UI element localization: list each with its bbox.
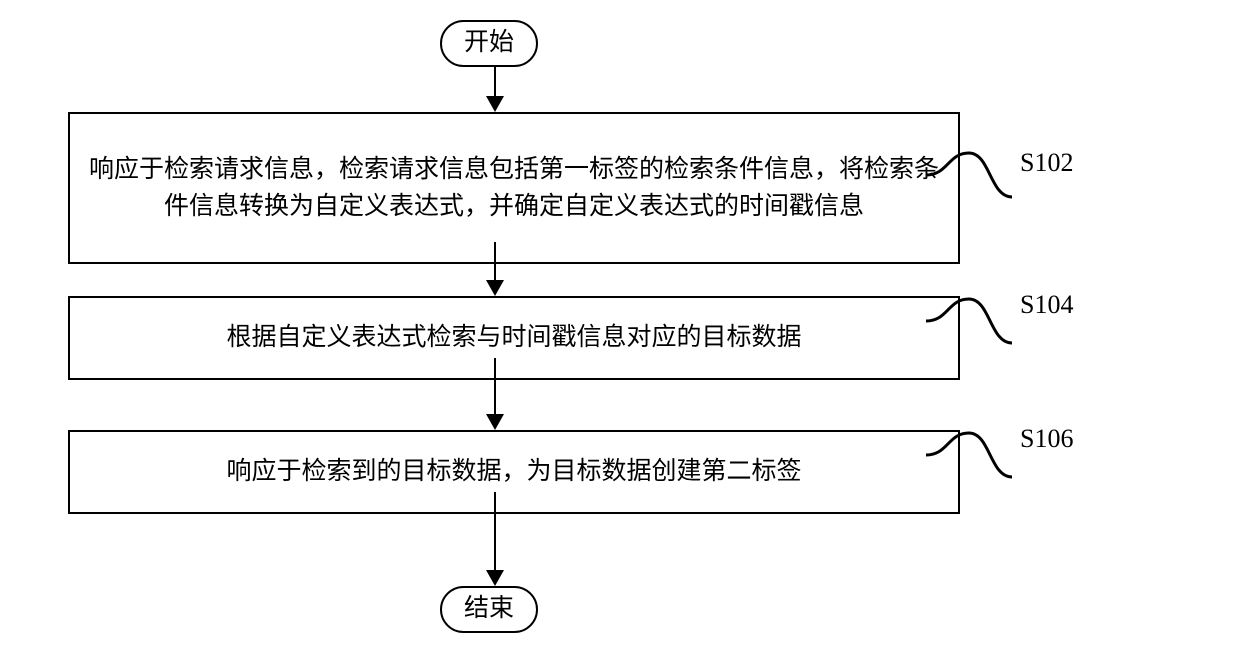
connector — [494, 492, 496, 572]
connector — [494, 66, 496, 98]
connector — [494, 242, 496, 282]
process-step-1-text: 响应于检索请求信息，检索请求信息包括第一标签的检索条件信息，将检索条件信息转换为… — [86, 151, 942, 226]
process-step-1: 响应于检索请求信息，检索请求信息包括第一标签的检索条件信息，将检索条件信息转换为… — [68, 112, 960, 264]
step-label-2-text: S104 — [1020, 290, 1073, 319]
step-label-2: S104 — [1020, 290, 1073, 320]
connector-curve — [926, 150, 1012, 200]
terminal-start: 开始 — [440, 20, 538, 67]
step-label-3-text: S106 — [1020, 424, 1073, 453]
terminal-end-label: 结束 — [464, 595, 514, 622]
arrowhead — [486, 96, 504, 112]
arrowhead — [486, 280, 504, 296]
connector — [494, 358, 496, 416]
process-step-3-text: 响应于检索到的目标数据，为目标数据创建第二标签 — [226, 453, 801, 491]
terminal-end: 结束 — [440, 586, 538, 633]
process-step-2: 根据自定义表达式检索与时间戳信息对应的目标数据 — [68, 296, 960, 380]
step-label-1-text: S102 — [1020, 148, 1073, 177]
process-step-2-text: 根据自定义表达式检索与时间戳信息对应的目标数据 — [226, 319, 801, 357]
arrowhead — [486, 414, 504, 430]
process-step-3: 响应于检索到的目标数据，为目标数据创建第二标签 — [68, 430, 960, 514]
terminal-start-label: 开始 — [464, 29, 514, 56]
step-label-3: S106 — [1020, 424, 1073, 454]
connector-curve — [926, 296, 1012, 346]
arrowhead — [486, 570, 504, 586]
step-label-1: S102 — [1020, 148, 1073, 178]
connector-curve — [926, 430, 1012, 480]
flowchart-canvas: 开始 响应于检索请求信息，检索请求信息包括第一标签的检索条件信息，将检索条件信息… — [0, 0, 1240, 650]
